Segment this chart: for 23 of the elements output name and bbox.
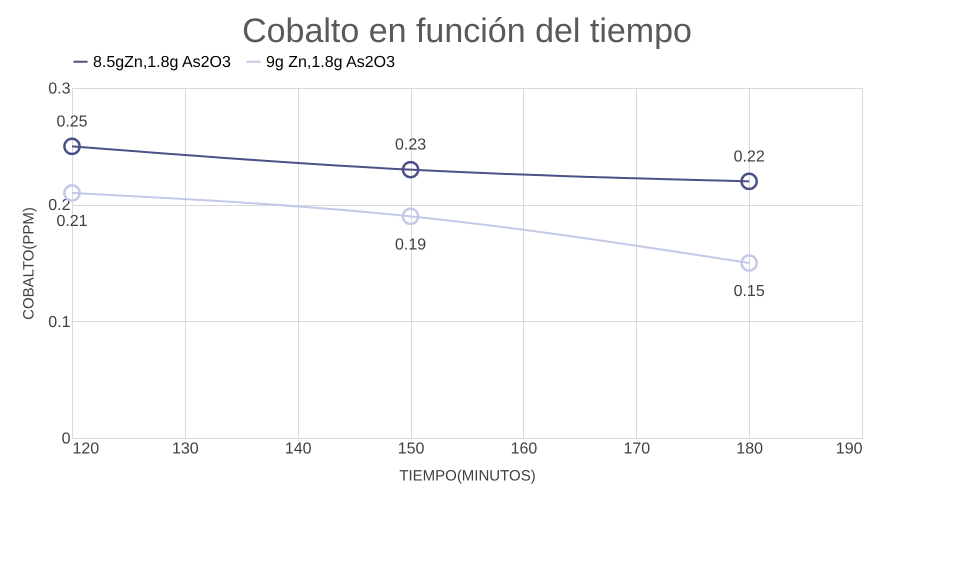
x-tick-label: 140: [284, 440, 312, 458]
x-tick-label: 190: [836, 440, 863, 458]
x-tick-label: 160: [510, 440, 538, 458]
y-tick-label: 0: [62, 430, 71, 448]
y-tick-label: 0.3: [48, 80, 71, 98]
data-label: 0.21: [56, 213, 88, 230]
data-label: 0.19: [395, 236, 426, 254]
legend-label: 9g Zn,1.8g As2O3: [266, 54, 396, 71]
legend-label: 8.5gZn,1.8g As2O3: [93, 54, 231, 71]
data-label: 0.23: [395, 136, 426, 154]
data-label: 0.25: [56, 113, 88, 130]
x-tick-label: 180: [736, 440, 764, 458]
x-tick-label: 120: [72, 440, 100, 458]
y-tick-label: 0.2: [48, 197, 71, 214]
x-tick-label: 170: [623, 440, 650, 458]
data-label: 0.22: [734, 148, 765, 166]
y-axis-title: COBALTO(PPM): [20, 207, 38, 320]
data-label: 0.15: [734, 283, 765, 300]
x-axis-title: TIEMPO(MINUTOS): [399, 468, 536, 484]
x-tick-label: 130: [172, 440, 199, 458]
chart-title: Cobalto en función del tiempo: [242, 12, 692, 50]
x-tick-label: 150: [398, 440, 425, 458]
y-tick-label: 0.1: [48, 314, 71, 331]
